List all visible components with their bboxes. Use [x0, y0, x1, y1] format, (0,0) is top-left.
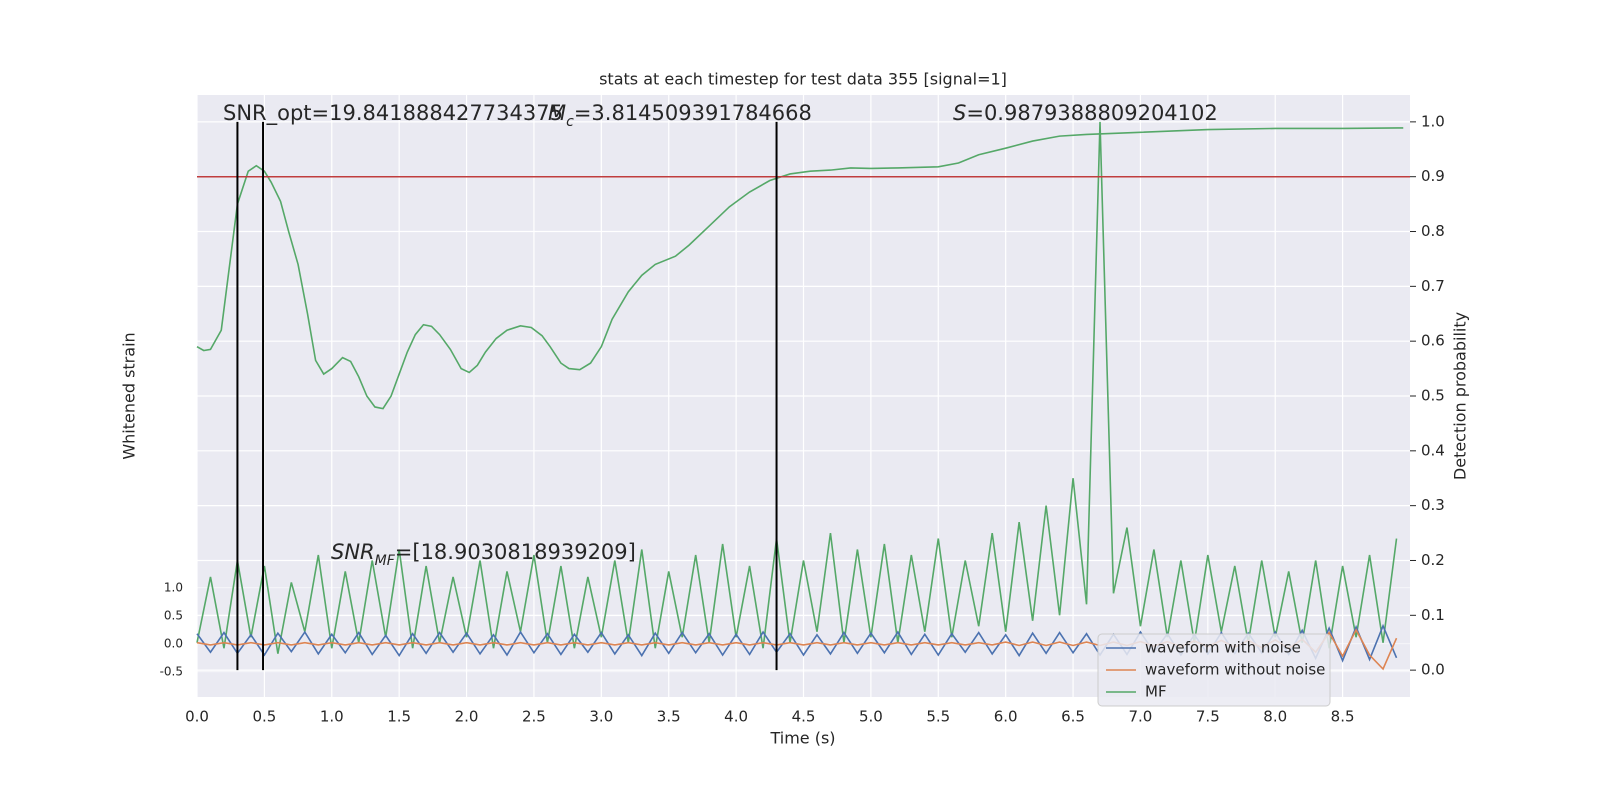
y2-tick-label: 0.0 — [1421, 661, 1445, 679]
y-axis-label: Whitened strain — [120, 332, 139, 459]
x-tick-label: 4.0 — [724, 708, 748, 726]
annotation-part: =[18.9030818939209] — [395, 540, 636, 564]
x-tick-label: 0.5 — [252, 708, 276, 726]
annotation-part: MF — [375, 553, 396, 569]
annotation-part: S — [953, 101, 966, 125]
x-tick-label: 1.0 — [320, 708, 344, 726]
legend-label: waveform without noise — [1145, 661, 1325, 679]
y2-axis-label: Detection probability — [1451, 312, 1470, 480]
annotation: S=0.9879388809204102 — [953, 101, 1218, 125]
legend-label: MF — [1145, 683, 1167, 701]
legend-box — [1097, 633, 1331, 707]
annotation-part: =3.814509391784668 — [574, 101, 812, 125]
x-tick-label: 1.5 — [387, 708, 411, 726]
x-tick-label: 7.5 — [1196, 708, 1220, 726]
annotation: SNR_opt=19.841888427734375 — [223, 101, 563, 126]
x-tick-label: 8.0 — [1263, 708, 1287, 726]
y2-tick-label: 0.1 — [1421, 606, 1445, 624]
x-tick-label: 6.0 — [994, 708, 1018, 726]
y2-tick-label: 0.4 — [1421, 441, 1445, 459]
y2-tick-label: 0.9 — [1421, 167, 1445, 185]
x-tick-label: 0.0 — [185, 708, 209, 726]
y2-tick-label: 0.6 — [1421, 332, 1445, 350]
series-line — [196, 121, 1398, 654]
y-tick-label: 1.0 — [164, 580, 183, 594]
x-tick-label: 3.5 — [657, 708, 681, 726]
x-tick-label: 5.5 — [926, 708, 950, 726]
x-tick-label: 2.0 — [455, 708, 479, 726]
y2-tick-label: 0.7 — [1421, 277, 1445, 295]
y-tick-label: -0.5 — [160, 664, 183, 678]
x-tick-label: 8.5 — [1331, 708, 1355, 726]
x-tick-label: 6.5 — [1061, 708, 1085, 726]
x-tick-label: 3.0 — [589, 708, 613, 726]
legend-label: waveform with noise — [1145, 639, 1301, 657]
annotation-part: c — [566, 114, 574, 130]
y2-tick-label: 0.8 — [1421, 222, 1445, 240]
annotation-part: SNR — [331, 540, 375, 564]
annotation-part: M — [548, 101, 566, 125]
y2-tick-label: 1.0 — [1421, 112, 1445, 130]
annotation: SNRMF=[18.9030818939209] — [331, 540, 636, 569]
y2-tick-label: 0.5 — [1421, 387, 1445, 405]
y2-tick-label: 0.2 — [1421, 551, 1445, 569]
x-tick-label: 7.0 — [1129, 708, 1153, 726]
annotation-part: =0.9879388809204102 — [966, 101, 1217, 125]
chart-title: stats at each timestep for test data 355… — [599, 70, 1007, 89]
series-line — [196, 127, 1404, 410]
x-tick-label: 5.0 — [859, 708, 883, 726]
y-tick-label: 0.5 — [164, 608, 183, 622]
x-axis-label: Time (s) — [769, 729, 835, 748]
y-tick-label: 0.0 — [164, 636, 183, 650]
y2-tick-label: 0.3 — [1421, 496, 1445, 514]
x-tick-label: 4.5 — [792, 708, 816, 726]
annotation: Mc=3.814509391784668 — [548, 101, 812, 130]
x-tick-label: 2.5 — [522, 708, 546, 726]
annotation-part: SNR_opt=19.841888427734375 — [223, 101, 563, 126]
